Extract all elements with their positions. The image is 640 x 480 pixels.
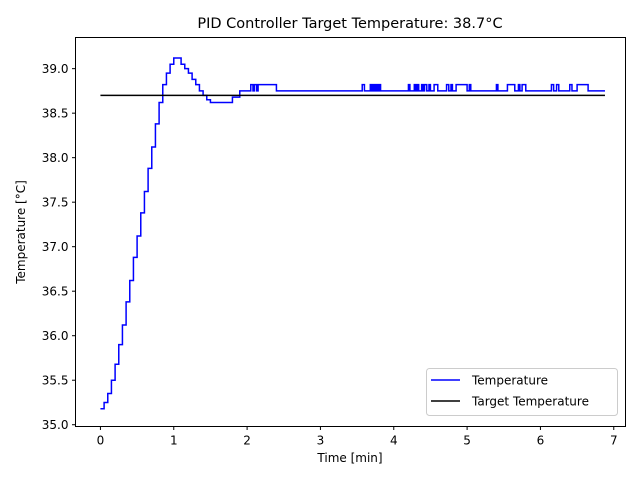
chart-title: PID Controller Target Temperature: 38.7°… bbox=[197, 16, 502, 32]
x-axis-ticks: 0 1 2 3 4 5 6 7 bbox=[97, 426, 618, 448]
x-tick-label: 6 bbox=[537, 434, 545, 448]
plot-series bbox=[100, 57, 605, 410]
y-tick-label: 39.0 bbox=[42, 62, 69, 76]
y-tick-label: 35.0 bbox=[42, 418, 69, 432]
x-tick-label: 3 bbox=[317, 434, 325, 448]
plot-frame bbox=[75, 37, 626, 427]
x-tick-label: 4 bbox=[390, 434, 398, 448]
temperature-series-line bbox=[100, 57, 605, 410]
y-tick-label: 37.0 bbox=[42, 240, 69, 254]
y-tick-label: 38.0 bbox=[42, 151, 69, 165]
y-axis-ticks: 35.0 35.5 36.0 36.5 37.0 37.5 38.0 38.5 39.0 bbox=[42, 62, 76, 432]
y-tick-label: 35.5 bbox=[42, 374, 69, 388]
legend-temperature-label: Temperature bbox=[471, 374, 548, 388]
y-tick-label: 37.5 bbox=[42, 196, 69, 210]
x-tick-label: 5 bbox=[463, 434, 471, 448]
x-tick-label: 7 bbox=[610, 434, 618, 448]
legend: Temperature Target Temperature bbox=[426, 368, 618, 416]
x-tick-label: 2 bbox=[243, 434, 251, 448]
legend-box bbox=[426, 368, 618, 416]
y-tick-label: 36.0 bbox=[42, 329, 69, 343]
x-axis-label: Time [min] bbox=[316, 451, 382, 465]
y-tick-label: 38.5 bbox=[42, 107, 69, 121]
x-tick-label: 1 bbox=[170, 434, 178, 448]
y-axis-label: Temperature [°C] bbox=[14, 180, 28, 285]
legend-target-label: Target Temperature bbox=[471, 395, 589, 409]
x-tick-label: 0 bbox=[97, 434, 105, 448]
y-tick-label: 36.5 bbox=[42, 285, 69, 299]
